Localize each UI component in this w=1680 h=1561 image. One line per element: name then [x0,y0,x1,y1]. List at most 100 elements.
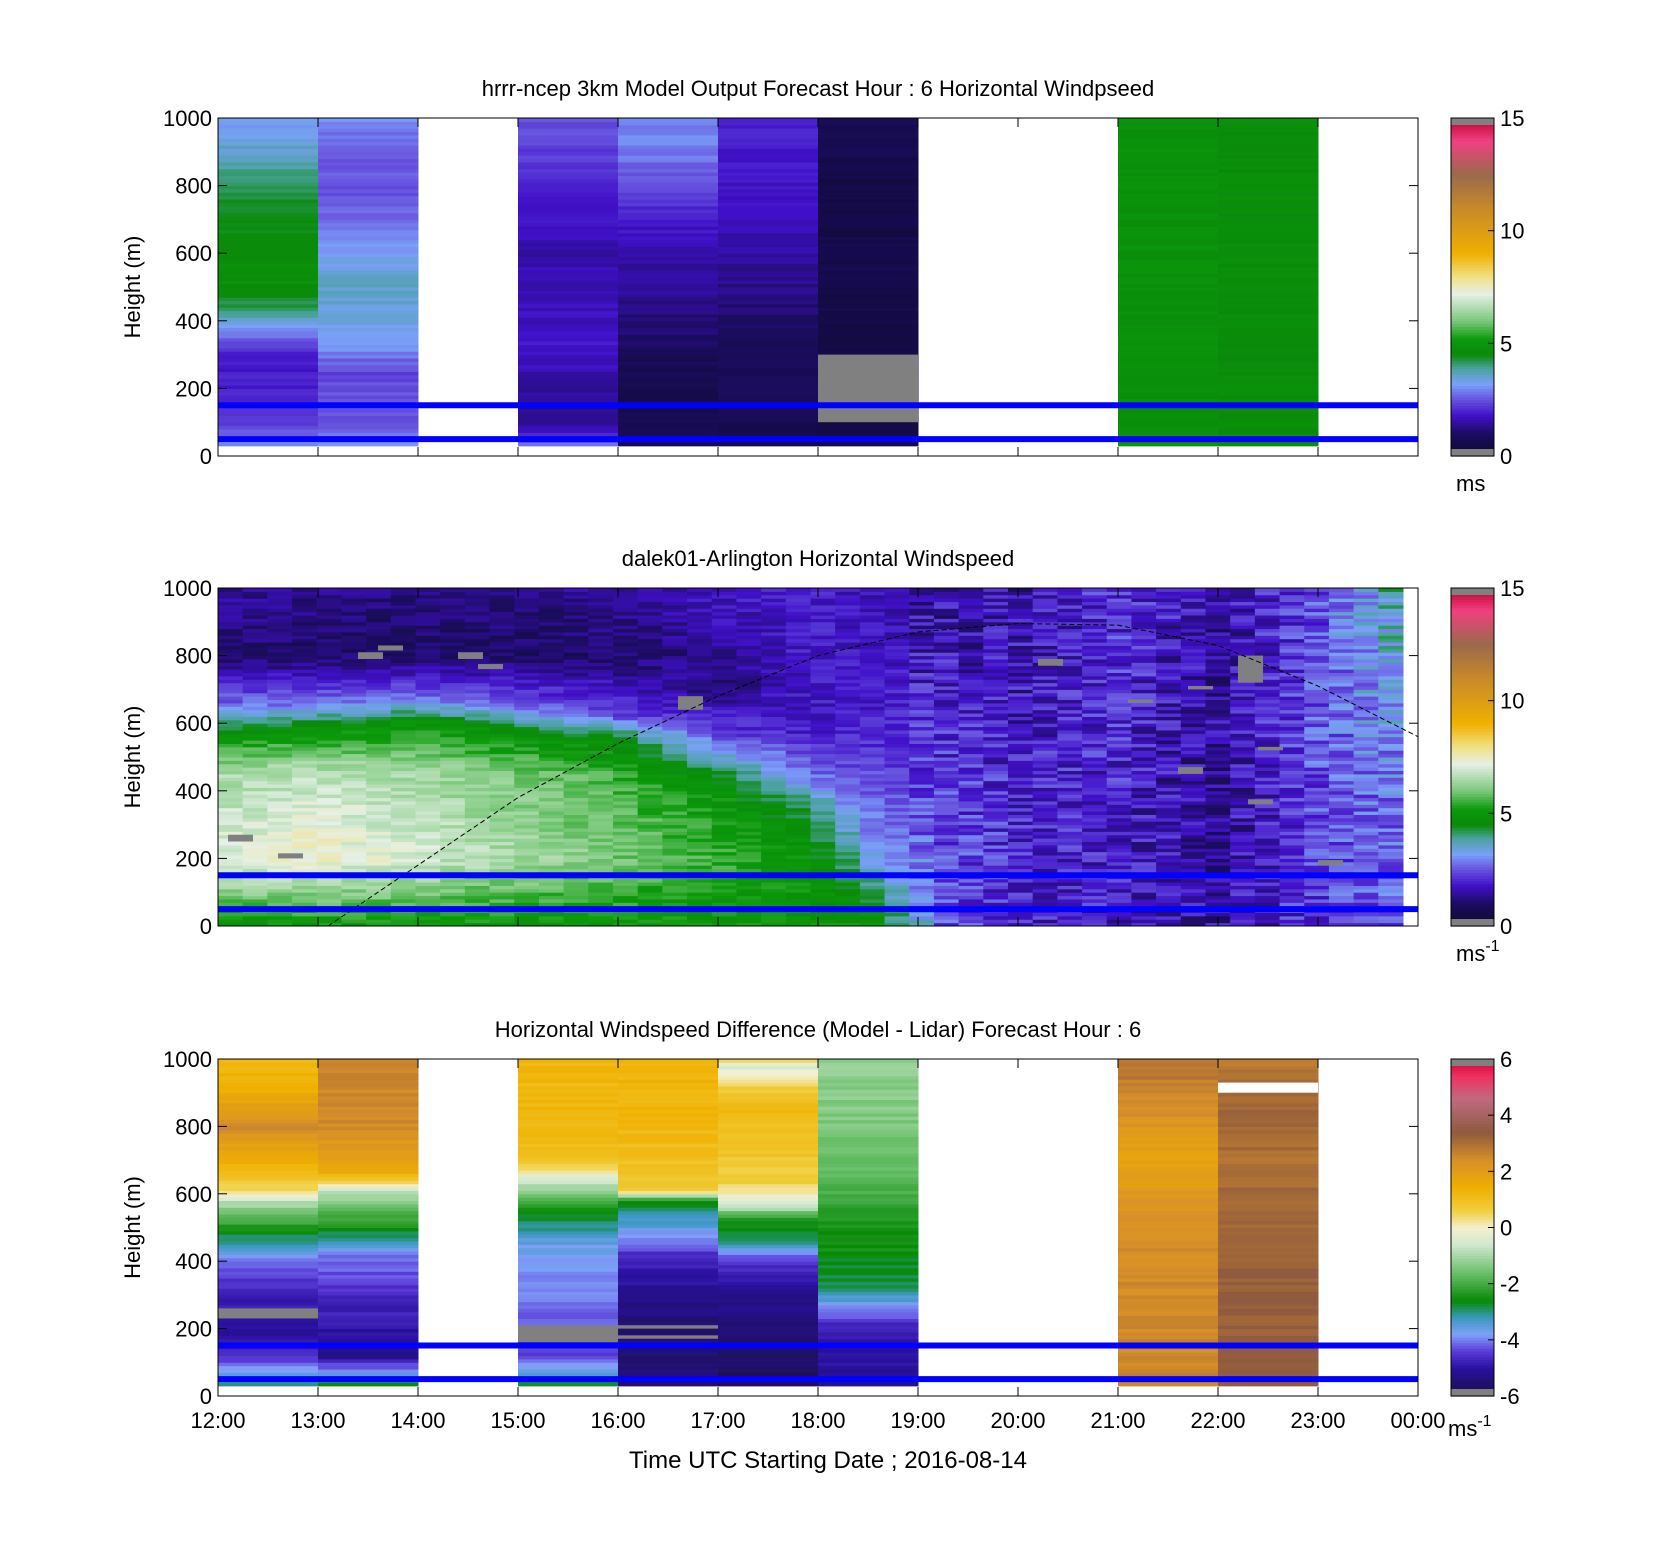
heatmap-cell [736,628,762,633]
heatmap-cell [489,777,515,782]
heatmap-cell [662,675,688,680]
heatmap-cell [761,655,787,660]
heatmap-cell [1032,817,1058,822]
heatmap-cell [1180,598,1206,603]
heatmap-cell [218,723,244,728]
heatmap-cell [489,790,515,795]
heatmap-cell [514,716,540,721]
heatmap-cell [318,151,419,156]
heatmap-cell [292,635,318,640]
heatmap-cell [1118,371,1219,376]
heatmap-cell [341,709,367,714]
heatmap-cell [1180,638,1206,643]
heatmap-cell [1118,327,1219,332]
heatmap-cell [489,807,515,812]
heatmap-cell [637,895,663,900]
heatmap-cell [662,716,688,721]
heatmap-cell [687,770,713,775]
heatmap-cell [440,598,466,603]
heatmap-cell [218,665,244,670]
heatmap-cell [818,330,919,335]
heatmap-cell [1032,628,1058,633]
colorbar-swatch [1451,225,1494,229]
heatmap-cell [563,851,589,856]
heatmap-cell [563,588,589,592]
heatmap-cell [810,652,836,657]
heatmap-cell [909,800,935,805]
heatmap-cell [440,591,466,596]
heatmap-cell [983,831,1009,836]
heatmap-cell [983,723,1009,728]
heatmap-cell [983,821,1009,826]
heatmap-cell [538,895,565,900]
heatmap-cell [810,648,836,653]
heatmap-cell [341,740,367,744]
heatmap-cell [711,797,737,802]
heatmap-cell [637,763,663,768]
heatmap-cell [884,878,910,883]
heatmap-cell [637,729,663,734]
heatmap-cell [1057,594,1083,599]
heatmap-cell [1180,804,1206,809]
colorbar-swatch [1451,132,1494,136]
heatmap-cell [514,794,540,799]
heatmap-cell [662,750,688,755]
heatmap-cell [618,199,719,203]
heatmap-cell [514,635,540,640]
heatmap-cell [859,746,886,751]
heatmap-cell [810,618,836,623]
heatmap-cell [1008,672,1034,677]
heatmap-cell [390,855,416,859]
heatmap-cell [859,719,886,724]
heatmap-cell [718,364,819,369]
heatmap-cell [316,784,342,788]
heatmap-cell [1008,719,1034,724]
heatmap-cell [1156,895,1182,900]
heatmap-cell [687,838,713,842]
heatmap-cell [588,760,614,765]
heatmap-cell [267,794,293,799]
heatmap-cell [785,635,811,640]
heatmap-cell [1180,831,1206,836]
heatmap-cell [687,902,713,907]
heatmap-cell [318,192,419,197]
heatmap-cell [983,784,1009,788]
heatmap-cell [341,817,367,822]
heatmap-cell [341,594,367,599]
heatmap-cell [613,682,639,687]
heatmap-cell [518,138,619,143]
heatmap-cell [785,692,811,697]
heatmap-cell [835,608,861,613]
heatmap-cell [958,621,984,626]
heatmap-cell [1218,371,1319,376]
heatmap-cell [983,848,1009,853]
heatmap-cell [489,902,515,907]
heatmap-cell [318,428,419,433]
heatmap-cell [711,834,737,839]
heatmap-cell [588,865,614,870]
heatmap-cell [1082,885,1108,890]
heatmap-cell [588,817,614,822]
heatmap-cell [390,628,416,633]
heatmap-cell [1218,327,1319,332]
heatmap-cell [1057,733,1083,738]
heatmap-cell [687,635,713,640]
heatmap-cell [292,743,318,748]
heatmap-cell [588,645,614,650]
heatmap-cell [983,726,1009,731]
heatmap-cell [318,222,419,227]
heatmap-cell [958,675,984,680]
heatmap-cell [1218,310,1319,315]
heatmap-cell [341,733,367,738]
heatmap-cell [489,655,515,660]
heatmap-cell [218,682,244,687]
heatmap-cell [415,858,441,863]
heatmap-cell [613,689,639,694]
heatmap-cell [1057,608,1083,613]
heatmap-cell [464,807,491,812]
heatmap-cell [687,865,713,870]
heatmap-cell [242,604,268,609]
heatmap-cell [818,151,919,156]
heatmap-cell [341,804,367,809]
heatmap-cell [318,371,419,376]
